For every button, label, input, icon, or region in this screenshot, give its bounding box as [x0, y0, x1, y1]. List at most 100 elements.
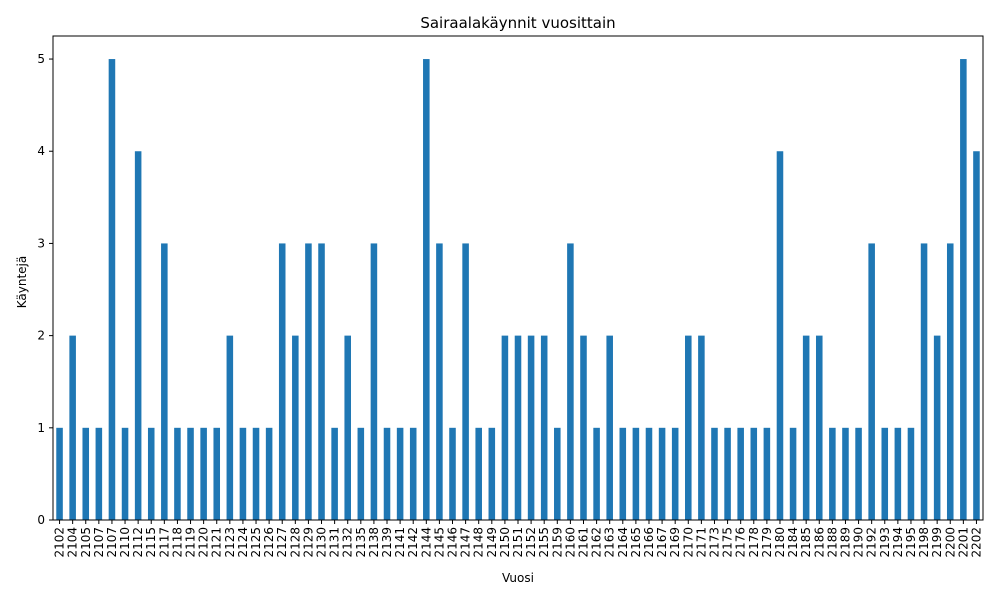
bar [514, 335, 522, 520]
bar [855, 427, 862, 520]
y-tick-label: 4 [37, 144, 45, 158]
bar [750, 427, 758, 520]
x-tick-label: 2115 [144, 527, 158, 558]
bar [409, 427, 417, 520]
bar [973, 151, 980, 521]
x-tick-label: 2104 [66, 527, 80, 558]
x-tick-label: 2171 [694, 527, 708, 558]
x-tick-label: 2125 [249, 527, 263, 558]
bar [344, 335, 351, 520]
y-tick-label: 0 [37, 513, 45, 527]
bar [226, 335, 234, 520]
x-tick-label: 2185 [799, 527, 813, 558]
bar [265, 427, 273, 520]
x-tick-label: 2135 [354, 527, 368, 558]
x-tick-label: 2160 [563, 527, 577, 558]
x-tick-label: 2121 [210, 527, 224, 558]
x-tick-label: 2119 [184, 527, 198, 558]
x-tick-label: 2130 [315, 527, 329, 558]
bar [462, 243, 469, 520]
x-tick-label: 2167 [655, 527, 669, 558]
bar [488, 427, 496, 520]
x-tick-label: 2105 [79, 527, 93, 558]
x-tick-label: 2146 [446, 527, 460, 558]
x-tick-label: 2184 [786, 527, 800, 558]
bar [95, 427, 103, 520]
x-tick-label: 2192 [865, 527, 879, 558]
x-tick-label: 2151 [511, 527, 525, 558]
y-axis-label: Käyntejä [15, 256, 29, 309]
x-tick-label: 2176 [734, 527, 748, 558]
bar [907, 427, 915, 520]
bar [56, 427, 63, 520]
x-tick-label: 2178 [747, 527, 761, 558]
x-tick-label: 2155 [537, 527, 551, 558]
x-tick-label: 2165 [629, 527, 643, 558]
x-tick-label: 2131 [328, 527, 342, 558]
x-tick-label: 2148 [472, 527, 486, 558]
x-tick-label: 2112 [131, 527, 145, 558]
bar [632, 427, 640, 520]
x-tick-label: 2128 [288, 527, 302, 558]
bar [82, 427, 90, 520]
x-tick-label: 2110 [118, 527, 132, 558]
x-tick-label: 2132 [341, 527, 355, 558]
x-tick-label: 2193 [878, 527, 892, 558]
x-tick-label: 2173 [707, 527, 721, 558]
x-tick-label: 2163 [603, 527, 617, 558]
bar [580, 335, 587, 520]
bar [174, 427, 181, 520]
bars-group [56, 59, 980, 521]
x-tick-label: 2202 [969, 527, 983, 558]
bar [147, 427, 155, 520]
bar [527, 335, 535, 520]
x-tick-label: 2189 [838, 527, 852, 558]
x-tick-label: 2200 [943, 527, 957, 558]
x-tick-label: 2170 [681, 527, 695, 558]
bar [763, 427, 771, 520]
x-tick-label: 2123 [223, 527, 237, 558]
x-tick-label: 2138 [367, 527, 381, 558]
bar [331, 427, 338, 520]
x-tick-label: 2126 [262, 527, 276, 558]
x-tick-label: 2139 [380, 527, 394, 558]
x-tick-label: 2120 [197, 527, 211, 558]
x-tick-label: 2175 [721, 527, 735, 558]
bar [554, 427, 561, 520]
bar [789, 427, 797, 520]
bar [161, 243, 168, 520]
x-tick-label: 2188 [825, 527, 839, 558]
y-tick-label: 1 [37, 421, 45, 435]
x-tick-label: 2142 [406, 527, 420, 558]
x-tick-label: 2159 [550, 527, 564, 558]
bar [423, 59, 430, 521]
bar [567, 243, 574, 520]
x-tick-label: 2194 [891, 527, 905, 558]
x-tick-label: 2147 [459, 527, 473, 558]
bar [357, 427, 365, 520]
bar [894, 427, 902, 520]
bar [278, 243, 286, 520]
x-tick-label: 2198 [917, 527, 931, 558]
bar [685, 335, 692, 520]
bar [305, 243, 312, 520]
x-tick-label: 2164 [616, 527, 630, 558]
x-tick-label: 2124 [236, 527, 250, 558]
bar [737, 427, 744, 520]
x-tick-label: 2190 [852, 527, 866, 558]
x-tick-label: 2161 [576, 527, 590, 558]
bar [449, 427, 456, 520]
y-tick-label: 2 [37, 329, 45, 343]
bar [802, 335, 810, 520]
bar [540, 335, 548, 520]
bar [292, 335, 299, 520]
bar [121, 427, 129, 520]
bar [69, 335, 76, 520]
bar [842, 427, 849, 520]
x-tick-label: 2186 [812, 527, 826, 558]
y-axis: 0 1 2 3 4 5 [37, 52, 53, 527]
y-tick-label: 3 [37, 236, 45, 250]
x-tick-label: 2162 [590, 527, 604, 558]
x-tick-label: 2144 [419, 527, 433, 558]
